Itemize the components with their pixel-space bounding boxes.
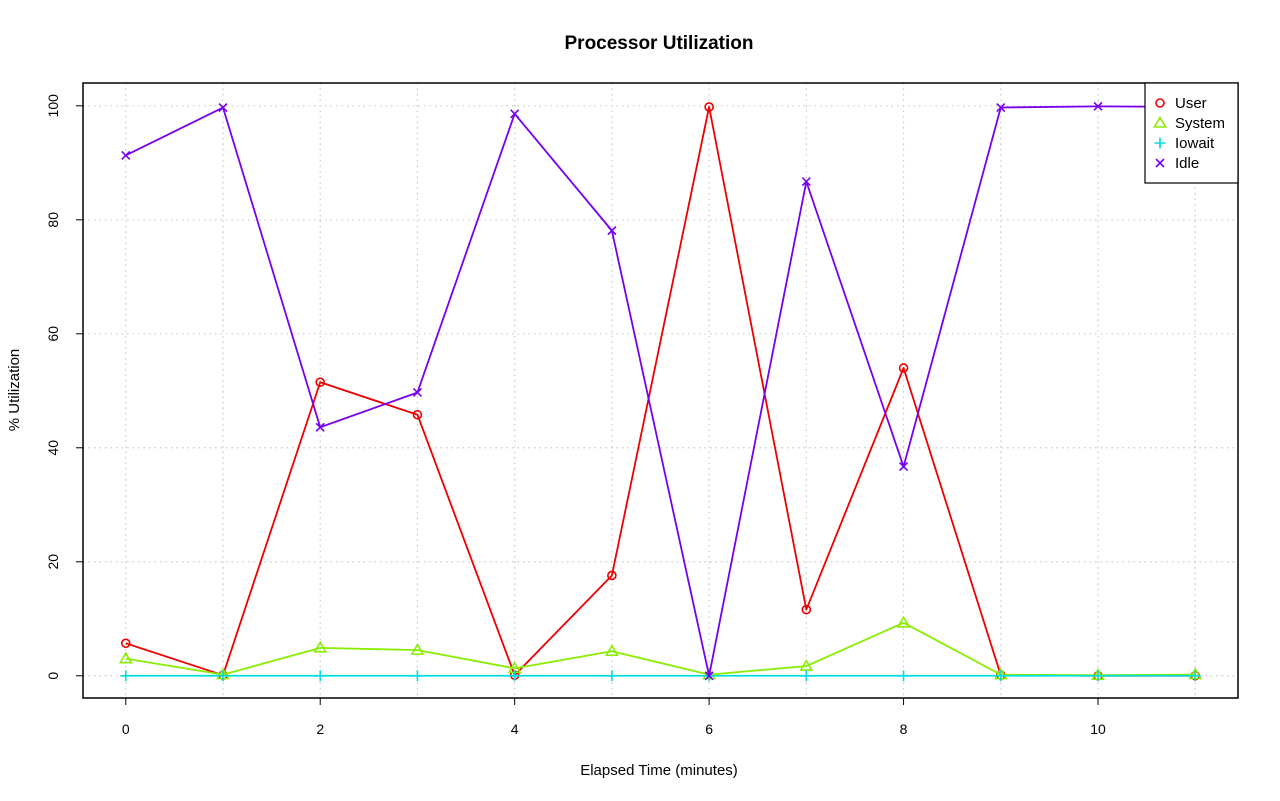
series-system xyxy=(118,615,1203,681)
idle-line xyxy=(125,105,1196,677)
grid-layer xyxy=(83,83,1238,698)
idle-point xyxy=(607,226,617,236)
legend-system-marker xyxy=(1153,115,1167,128)
user-line xyxy=(125,106,1196,677)
x-tick-label: 2 xyxy=(316,721,324,737)
legend-idle-marker xyxy=(1155,158,1165,168)
plot-frame xyxy=(82,82,1239,699)
idle-point xyxy=(1093,101,1103,111)
legend: User System Iowait Idle xyxy=(1144,82,1239,184)
user-point xyxy=(607,570,617,581)
iowait-point xyxy=(1092,670,1104,682)
iowait-point xyxy=(995,670,1007,682)
iowait-point xyxy=(411,670,423,682)
idle-point xyxy=(704,671,714,681)
idle-point xyxy=(315,422,325,432)
y-axis-title: % Utilization xyxy=(6,349,23,432)
idle-point xyxy=(898,462,909,472)
x-tick-label: 4 xyxy=(511,721,519,737)
system-point xyxy=(605,644,619,657)
legend-user-marker xyxy=(1155,98,1165,108)
system-point xyxy=(410,643,425,655)
x-tick-label: 10 xyxy=(1090,721,1106,737)
y-tick-label: 80 xyxy=(45,212,61,228)
series-iowait xyxy=(120,670,1201,682)
user-point xyxy=(120,638,131,649)
system-point xyxy=(896,615,911,628)
idle-point xyxy=(510,109,520,119)
iowait-point xyxy=(1189,670,1201,682)
system-point xyxy=(313,640,328,653)
legend-idle-label: Idle xyxy=(1175,155,1199,172)
chart-title: Processor Utilization xyxy=(565,33,754,54)
idle-point xyxy=(121,150,131,160)
y-tick-label: 20 xyxy=(45,554,61,570)
iowait-point xyxy=(606,670,618,682)
x-tick-label: 8 xyxy=(900,721,908,737)
y-tick-label: 100 xyxy=(45,94,61,118)
user-point xyxy=(412,409,423,420)
iowait-point xyxy=(217,670,229,682)
series-layer xyxy=(118,101,1203,682)
system-point xyxy=(799,658,814,671)
iowait-point xyxy=(314,670,326,682)
user-point xyxy=(704,102,714,112)
legend-system-label: System xyxy=(1175,115,1225,132)
user-point xyxy=(315,377,326,388)
y-tick-label: 60 xyxy=(45,326,61,342)
legend-user-label: User xyxy=(1175,95,1207,112)
user-point xyxy=(801,604,812,615)
iowait-point xyxy=(898,670,910,682)
idle-point xyxy=(996,102,1006,113)
idle-point xyxy=(412,387,423,398)
iowait-point xyxy=(509,670,521,682)
legend-iowait-marker xyxy=(1154,137,1166,149)
x-tick-label: 6 xyxy=(705,721,713,737)
iowait-point xyxy=(120,670,132,682)
x-tick-label: 0 xyxy=(122,721,130,737)
legend-iowait-label: Iowait xyxy=(1175,135,1215,152)
y-tick-label: 0 xyxy=(45,672,61,680)
series-idle xyxy=(121,101,1200,681)
x-axis-title: Elapsed Time (minutes) xyxy=(580,762,738,779)
user-point xyxy=(898,363,909,373)
system-point xyxy=(118,651,133,664)
idle-point xyxy=(801,177,811,187)
y-tick-label: 40 xyxy=(45,440,61,456)
iowait-point xyxy=(800,670,812,682)
series-user xyxy=(120,102,1201,681)
idle-point xyxy=(218,102,228,113)
system-line xyxy=(125,621,1196,677)
